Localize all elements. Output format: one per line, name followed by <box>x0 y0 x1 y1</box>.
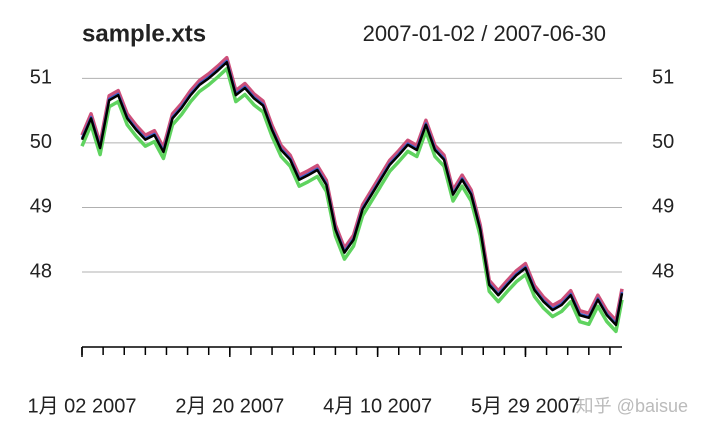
y-tick-label-right: 51 <box>652 67 674 89</box>
y-tick-label-right: 50 <box>652 131 674 153</box>
series-line <box>80 66 624 334</box>
series-line <box>80 59 624 325</box>
x-tick-label: 2月 20 2007 <box>175 395 284 417</box>
y-tick-label: 50 <box>30 131 52 153</box>
x-tick-label: 4月 10 2007 <box>323 395 432 417</box>
x-tick-label: 1月 02 2007 <box>28 395 137 417</box>
y-tick-label-right: 48 <box>652 260 674 282</box>
y-tick-label: 49 <box>30 196 52 218</box>
series-line <box>80 55 624 323</box>
series-line <box>80 60 624 327</box>
chart-title: sample.xts <box>82 20 206 47</box>
chart-subtitle: 2007-01-02 / 2007-06-30 <box>363 21 606 46</box>
y-tick-label-right: 49 <box>652 196 674 218</box>
y-tick-label: 48 <box>30 260 52 282</box>
watermark: 知乎 @baisue <box>576 396 688 416</box>
x-tick-label: 5月 29 2007 <box>471 395 580 417</box>
y-tick-label: 51 <box>30 67 52 89</box>
